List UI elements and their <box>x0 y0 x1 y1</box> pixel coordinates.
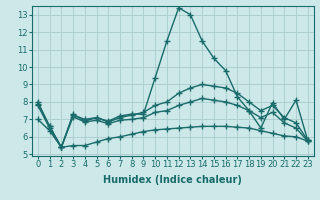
X-axis label: Humidex (Indice chaleur): Humidex (Indice chaleur) <box>103 175 242 185</box>
